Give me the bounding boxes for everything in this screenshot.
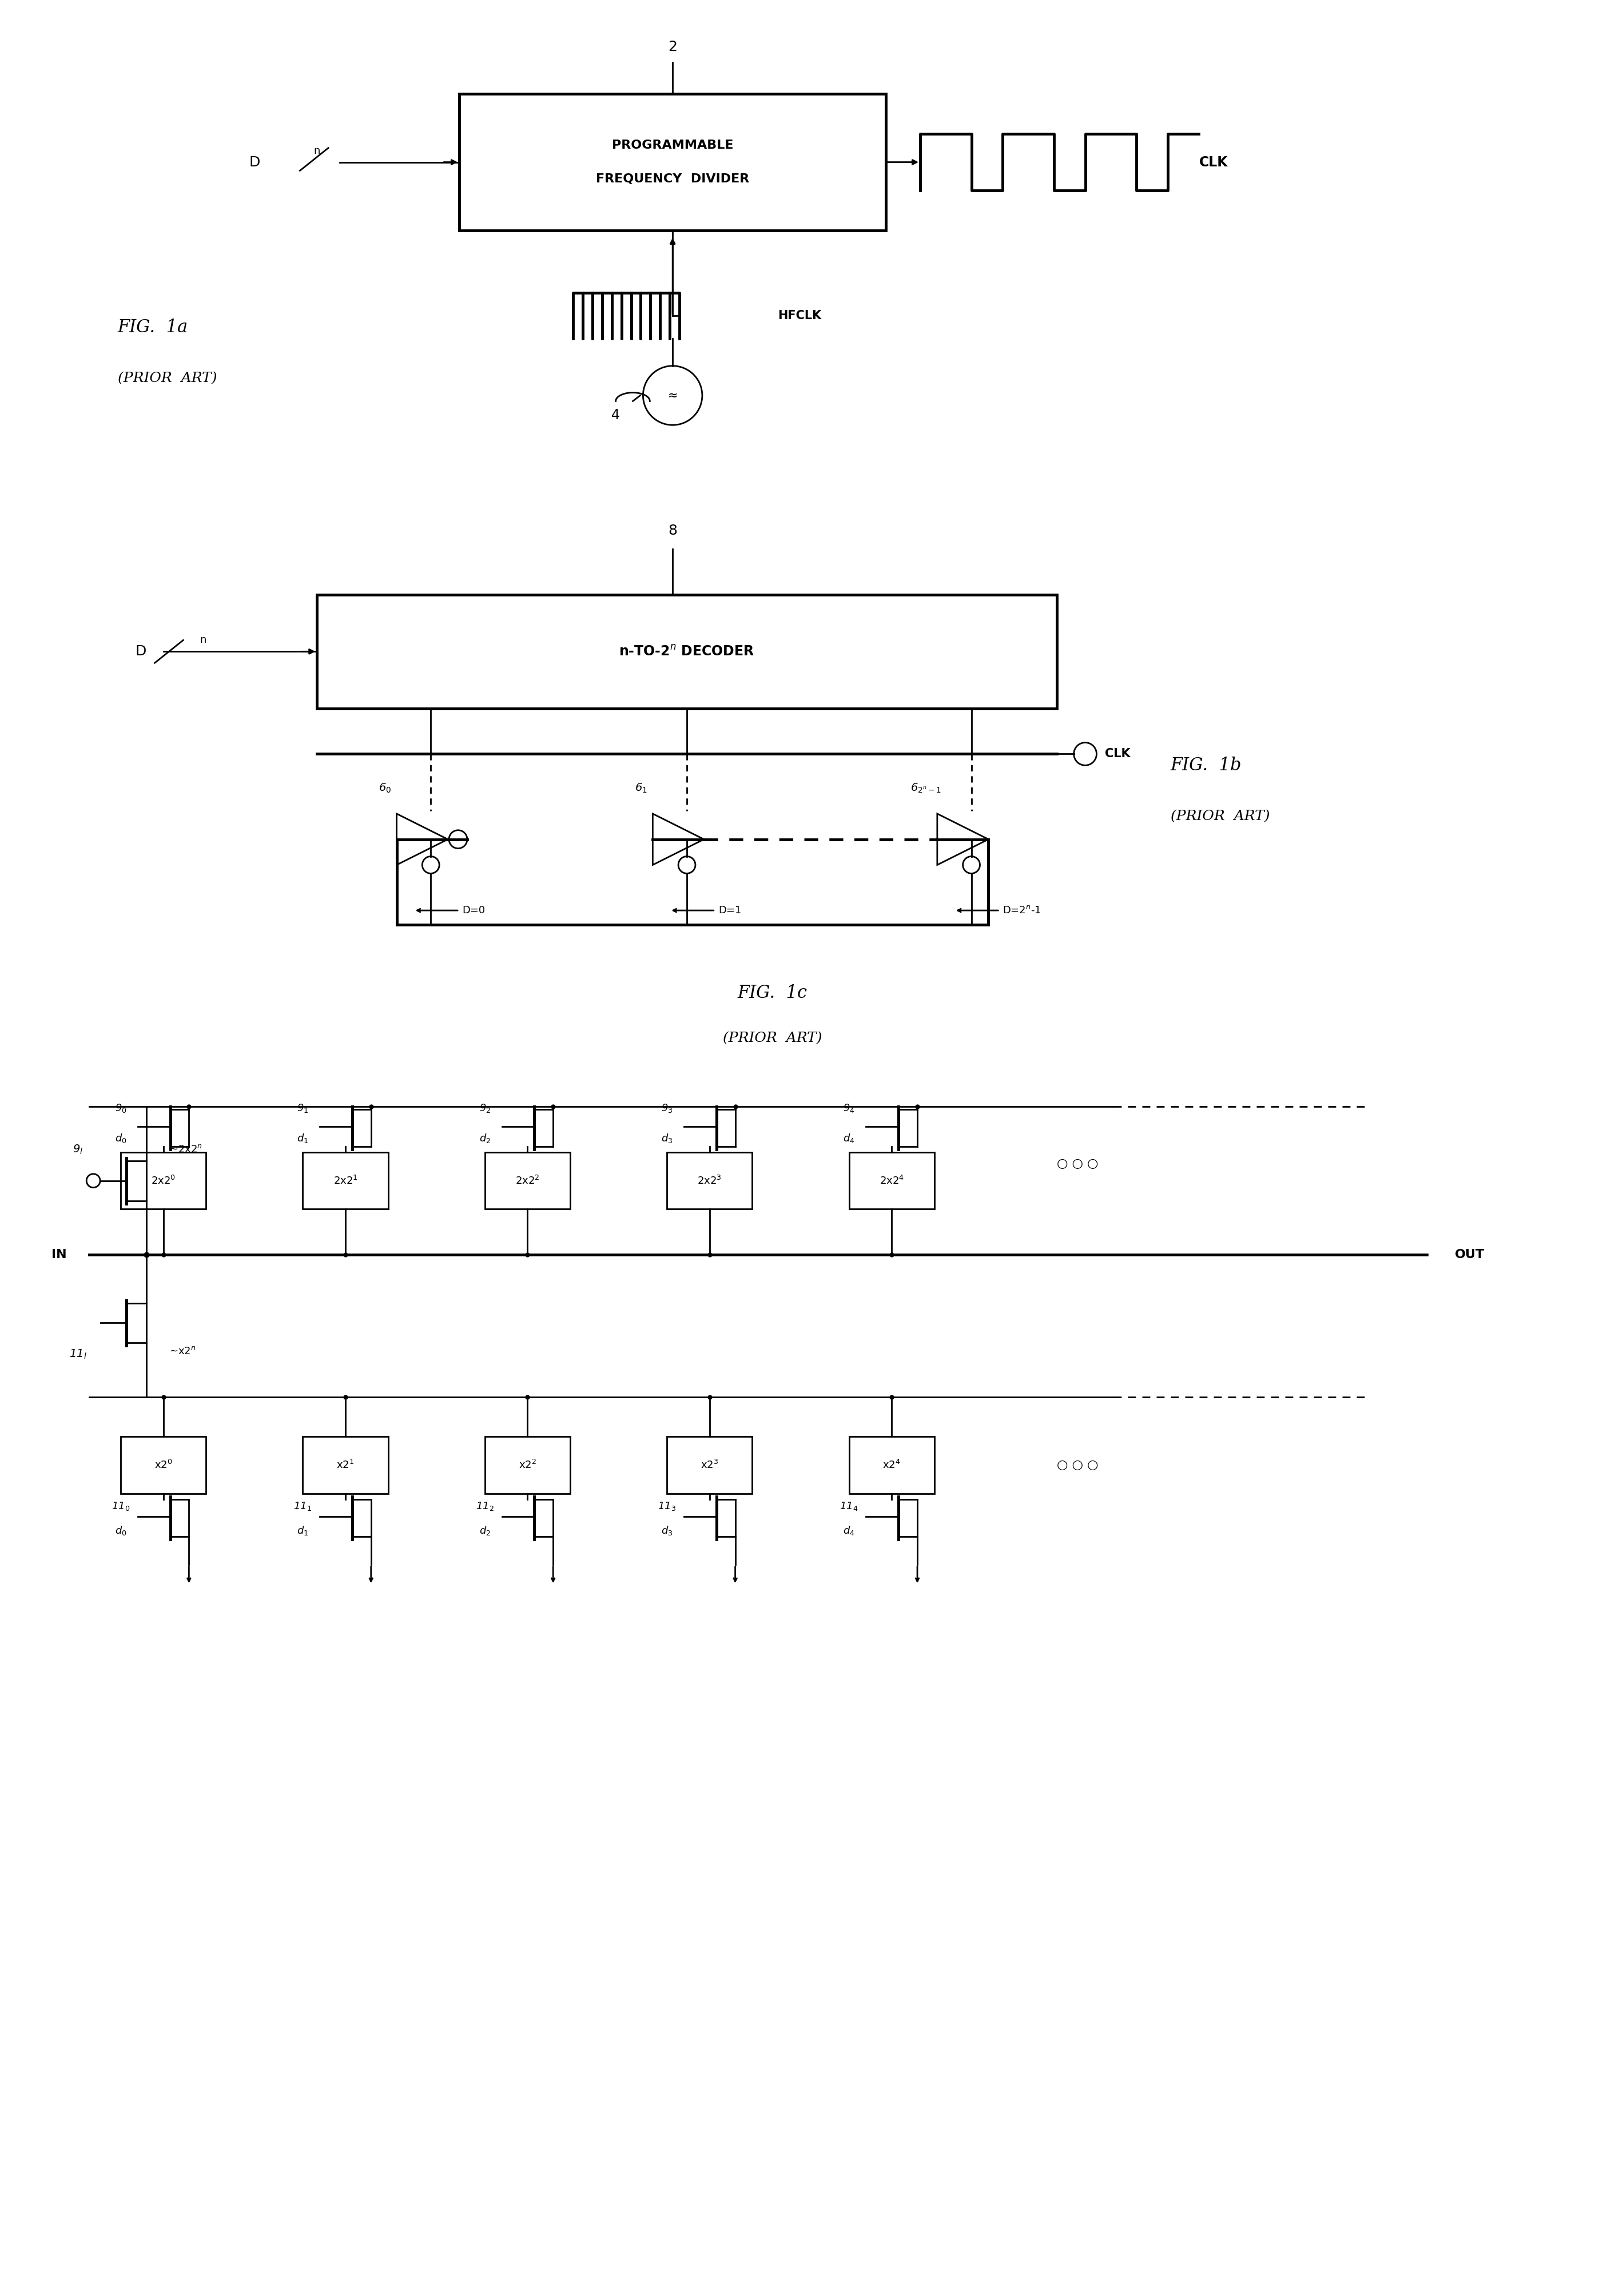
- Text: 6$_{2^n-1}$: 6$_{2^n-1}$: [910, 783, 941, 794]
- FancyBboxPatch shape: [485, 1153, 570, 1210]
- Text: 4: 4: [612, 409, 620, 422]
- FancyBboxPatch shape: [485, 1437, 570, 1495]
- Text: 9$_0$: 9$_0$: [114, 1102, 127, 1114]
- Text: FREQUENCY  DIVIDER: FREQUENCY DIVIDER: [596, 174, 749, 186]
- Text: 11$_l$: 11$_l$: [69, 1348, 87, 1359]
- Text: 11$_3$: 11$_3$: [657, 1502, 677, 1513]
- Text: x2$^3$: x2$^3$: [701, 1460, 719, 1472]
- Text: 2x2$^2$: 2x2$^2$: [516, 1176, 540, 1187]
- Text: d$_0$: d$_0$: [114, 1132, 127, 1143]
- FancyBboxPatch shape: [303, 1153, 388, 1210]
- Text: 9$_4$: 9$_4$: [843, 1102, 855, 1114]
- FancyBboxPatch shape: [303, 1437, 388, 1495]
- Text: x2$^2$: x2$^2$: [519, 1460, 536, 1472]
- Text: d$_2$: d$_2$: [478, 1525, 491, 1536]
- Text: (PRIOR  ART): (PRIOR ART): [1171, 810, 1269, 822]
- Text: (PRIOR  ART): (PRIOR ART): [723, 1031, 822, 1045]
- Text: ~x2$^n$: ~x2$^n$: [169, 1345, 195, 1357]
- Text: 9$_2$: 9$_2$: [478, 1102, 491, 1114]
- Text: ○ ○ ○: ○ ○ ○: [1057, 1157, 1099, 1169]
- Text: D: D: [135, 645, 147, 659]
- Text: d$_1$: d$_1$: [296, 1132, 309, 1143]
- FancyBboxPatch shape: [849, 1153, 934, 1210]
- Text: 11$_1$: 11$_1$: [293, 1502, 313, 1513]
- Text: d$_3$: d$_3$: [661, 1132, 673, 1143]
- Text: 2x2$^1$: 2x2$^1$: [333, 1176, 358, 1187]
- Text: PROGRAMMABLE: PROGRAMMABLE: [612, 140, 733, 152]
- FancyBboxPatch shape: [121, 1153, 206, 1210]
- Text: D=1: D=1: [719, 905, 741, 916]
- Text: 2: 2: [669, 41, 677, 55]
- Text: d$_1$: d$_1$: [296, 1525, 309, 1536]
- Text: OUT: OUT: [1455, 1249, 1485, 1261]
- FancyBboxPatch shape: [459, 94, 886, 230]
- Text: HFCLK: HFCLK: [778, 310, 822, 321]
- Text: ~2x2$^n$: ~2x2$^n$: [169, 1143, 201, 1155]
- Text: D=0: D=0: [462, 905, 485, 916]
- Text: CLK: CLK: [1199, 156, 1228, 170]
- Text: d$_4$: d$_4$: [843, 1525, 855, 1536]
- Text: 2x2$^0$: 2x2$^0$: [151, 1176, 176, 1187]
- Text: 9$_3$: 9$_3$: [661, 1102, 673, 1114]
- FancyBboxPatch shape: [317, 595, 1057, 709]
- Text: d$_2$: d$_2$: [478, 1132, 491, 1143]
- Text: 2x2$^4$: 2x2$^4$: [880, 1176, 904, 1187]
- Text: IN: IN: [52, 1249, 66, 1261]
- Text: D: D: [250, 156, 259, 170]
- FancyBboxPatch shape: [667, 1437, 752, 1495]
- Text: 6$_1$: 6$_1$: [635, 783, 648, 794]
- Text: FIG.  1b: FIG. 1b: [1171, 755, 1242, 774]
- Text: ≈: ≈: [667, 390, 678, 402]
- Text: 11$_0$: 11$_0$: [111, 1502, 130, 1513]
- Text: D=2$^n$-1: D=2$^n$-1: [1002, 905, 1041, 916]
- Text: 6$_0$: 6$_0$: [379, 783, 391, 794]
- Text: 11$_2$: 11$_2$: [475, 1502, 495, 1513]
- Text: x2$^1$: x2$^1$: [337, 1460, 354, 1472]
- Text: d$_0$: d$_0$: [114, 1525, 127, 1536]
- Text: CLK: CLK: [1105, 748, 1131, 760]
- Text: n: n: [314, 145, 321, 156]
- Text: n-TO-2$^n$ DECODER: n-TO-2$^n$ DECODER: [619, 645, 754, 659]
- Text: x2$^0$: x2$^0$: [155, 1460, 172, 1472]
- Text: 9$_1$: 9$_1$: [296, 1102, 309, 1114]
- Text: (PRIOR  ART): (PRIOR ART): [118, 372, 217, 386]
- Text: n: n: [200, 636, 206, 645]
- Text: d$_3$: d$_3$: [661, 1525, 673, 1536]
- Text: 2x2$^3$: 2x2$^3$: [698, 1176, 722, 1187]
- Text: FIG.  1c: FIG. 1c: [738, 985, 807, 1001]
- Text: d$_4$: d$_4$: [843, 1132, 855, 1143]
- Text: ○ ○ ○: ○ ○ ○: [1057, 1460, 1099, 1472]
- Text: 11$_4$: 11$_4$: [839, 1502, 859, 1513]
- FancyBboxPatch shape: [121, 1437, 206, 1495]
- Text: 9$_l$: 9$_l$: [72, 1143, 84, 1155]
- Text: x2$^4$: x2$^4$: [883, 1460, 901, 1472]
- Text: FIG.  1a: FIG. 1a: [118, 319, 188, 335]
- FancyBboxPatch shape: [667, 1153, 752, 1210]
- FancyBboxPatch shape: [849, 1437, 934, 1495]
- Text: 8: 8: [669, 523, 677, 537]
